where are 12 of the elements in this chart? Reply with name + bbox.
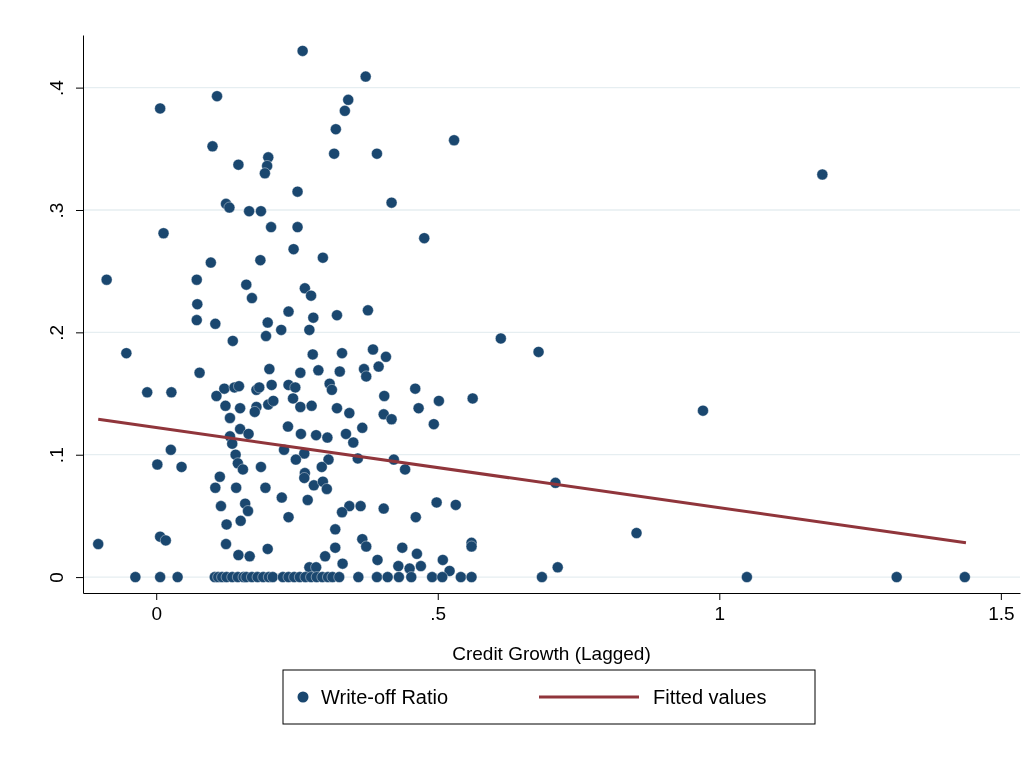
y-tick-label: 0 [46,572,67,583]
y-tick-label: .4 [46,79,67,97]
y-tick-label: .1 [46,447,67,464]
x-tick-label: 1 [714,603,726,625]
x-axis-title: Credit Growth (Lagged) [452,643,651,664]
legend-label: Write-off Ratio [321,686,449,708]
x-tick-label: 1.5 [988,603,1015,625]
y-tick-label: .3 [46,202,67,219]
y-tick-label: .2 [46,324,67,341]
x-tick-label: 0 [151,603,162,625]
legend-label: Fitted values [653,686,767,708]
x-tick-label: .5 [430,603,447,625]
